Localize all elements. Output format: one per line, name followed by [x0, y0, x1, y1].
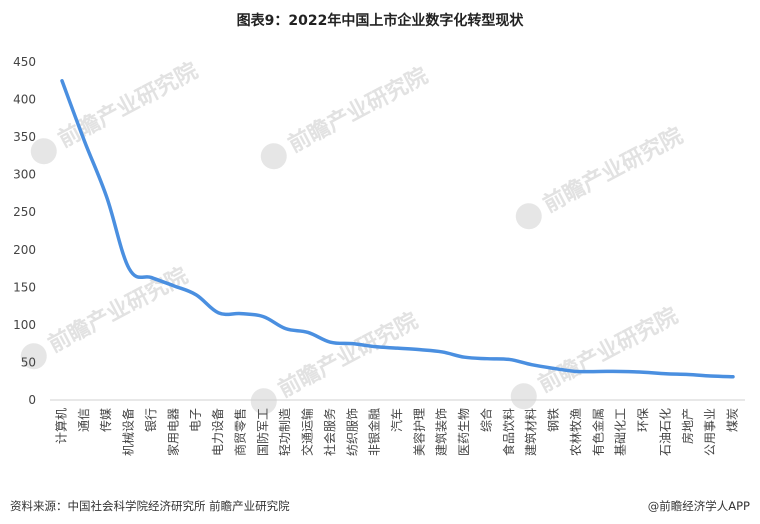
y-tick-label: 250 [13, 205, 36, 219]
y-tick-label: 200 [13, 243, 36, 257]
y-tick-label: 450 [13, 55, 36, 69]
x-tick-label: 轻功制造 [278, 408, 292, 456]
series-group [60, 79, 735, 379]
y-tick-label: 100 [13, 318, 36, 332]
x-tick-label: 电子 [189, 408, 203, 432]
x-tick-label: 电力设备 [211, 408, 225, 456]
x-tick-label: 基础化工 [614, 408, 628, 456]
y-axis: 0 50 100 150 200 250 300 350 400 450 [13, 55, 745, 407]
x-tick-label: 环保 [636, 408, 650, 432]
y-tick-label: 300 [13, 168, 36, 182]
series-line [60, 79, 735, 379]
brand-credit: @前瞻经济学人APP [647, 499, 750, 513]
x-tick-label: 煤炭 [726, 408, 740, 432]
y-tick-label: 150 [13, 280, 36, 294]
x-tick-label: 公用事业 [703, 408, 717, 456]
x-tick-label: 传媒 [98, 408, 113, 432]
x-tick-label: 建筑装饰 [434, 408, 449, 456]
source-note: 资料来源：中国社会科学院经济研究所 前瞻产业研究院 [10, 499, 290, 513]
y-tick-label: 400 [13, 93, 36, 107]
x-tick-label: 汽车 [389, 408, 404, 432]
x-tick-label: 社会服务 [322, 408, 337, 456]
x-tick-label: 医药生物 [457, 408, 471, 456]
x-tick-label: 非银金融 [367, 408, 382, 456]
x-tick-label: 有色金属 [590, 408, 605, 456]
x-tick-label: 机械设备 [121, 408, 136, 456]
x-axis: 计算机 通信 传媒 机械设备 银行 家用电器 电子 电力设备 商贸零售 国防军工 轻功制造 交通运输社… [54, 408, 740, 456]
chart-title: 图表9：2022年中国上市企业数字化转型现状 [236, 13, 524, 29]
x-tick-label: 交通运输 [300, 408, 315, 456]
x-tick-label: 农林牧渔 [569, 408, 583, 456]
y-tick-label: 0 [28, 393, 36, 407]
x-tick-label: 房地产 [680, 408, 695, 444]
x-tick-label: 通信 [77, 408, 91, 432]
x-tick-label: 石油石化 [658, 408, 672, 456]
x-tick-label: 钢铁 [547, 408, 561, 432]
x-tick-label: 银行 [144, 408, 158, 432]
x-tick-label: 商贸零售 [232, 408, 247, 456]
x-tick-label: 综合 [478, 408, 493, 432]
x-tick-label: 纺织服饰 [345, 408, 359, 456]
x-tick-label: 食品饮料 [501, 408, 516, 456]
x-tick-label: 美容护理 [411, 408, 426, 456]
x-tick-label: 家用电器 [165, 408, 180, 456]
x-tick-label: 建筑材料 [523, 408, 538, 456]
x-tick-label: 计算机 [54, 408, 69, 444]
x-tick-label: 国防军工 [255, 408, 270, 456]
y-tick-label: 50 [21, 355, 36, 369]
y-tick-label: 350 [13, 130, 36, 144]
